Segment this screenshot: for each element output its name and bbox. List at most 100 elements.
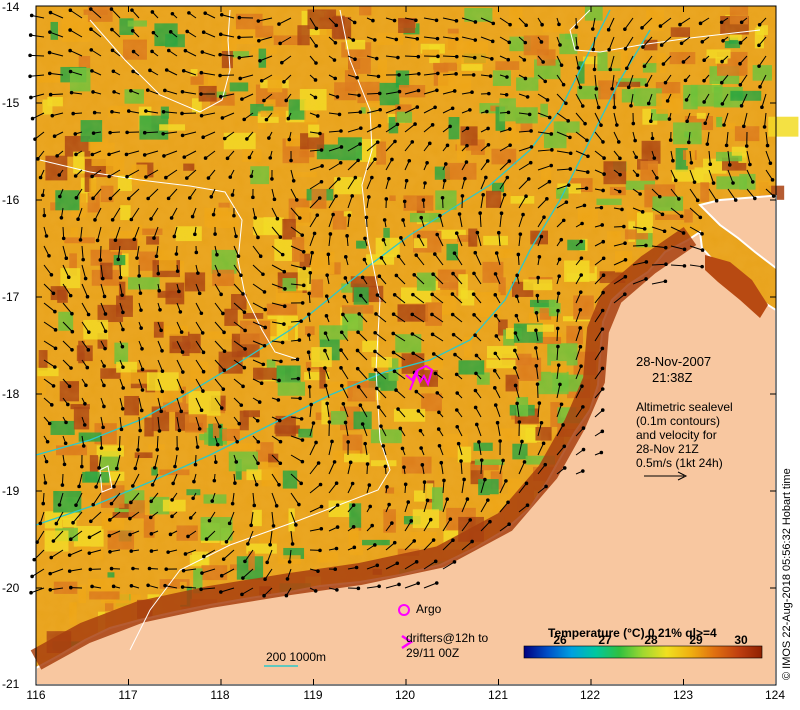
arrow-head [555,326,560,331]
arrow-head [455,424,460,429]
arrow-head [738,41,743,45]
arrow-head [435,391,440,395]
arrow-head [126,196,131,201]
arrow-head [373,368,378,372]
velocity-arrow [499,17,511,26]
lat-label: -17 [2,290,20,304]
arrow-head [492,368,497,373]
arrow-head [181,68,186,73]
arrow-head [335,95,340,99]
arrow-head [667,117,672,121]
arrow-head [300,438,305,442]
velocity-arrow [518,146,532,152]
velocity-arrow [556,168,571,171]
arrow-head [404,178,409,183]
arrow-head [722,123,726,127]
velocity-arrow [176,340,183,353]
arrow-head [367,195,371,199]
velocity-arrow [478,441,482,456]
arrow-head [234,460,239,464]
arrow-head [280,340,285,345]
arrow-head [107,174,111,179]
velocity-arrow [404,36,418,40]
arrow-head [720,59,724,64]
velocity-arrow [575,74,581,88]
velocity-arrow [130,492,140,503]
velocity-arrow [62,340,73,351]
velocity-arrow [628,74,634,88]
arrow-head [626,85,631,90]
arrow-head [374,56,379,61]
arrow-head [52,134,57,138]
arrow-head [464,160,469,164]
arrow-head [524,194,528,198]
velocity-arrow [575,150,589,157]
arrow-head [111,69,116,74]
arrow-head [454,408,459,412]
arrow-head [414,560,419,564]
velocity-arrow [328,195,337,209]
arrow-head [541,441,546,446]
arrow-head [623,27,627,31]
arrow-head [395,561,400,566]
arrow-head [93,218,97,222]
arrow-head [161,109,166,114]
arrow-head [81,257,85,262]
arrow-head [201,350,206,355]
arrow-head [392,540,397,545]
arrow-head [578,326,583,330]
velocity-arrow [328,482,337,494]
arrow-head [741,124,746,129]
velocity-arrow [89,530,102,538]
velocity-arrow [174,454,178,467]
arrow-head [600,327,605,331]
arrow-head [242,365,247,370]
velocity-arrow [537,181,550,190]
arrow-head [238,76,243,81]
arrow-head [671,158,675,163]
velocity-arrow [613,112,618,126]
velocity-arrow [109,530,121,537]
arrow-head [470,90,474,95]
arrow-head [600,308,605,313]
velocity-arrow [171,207,178,219]
arrow-head [149,217,153,221]
arrow-head [297,502,301,507]
arrow-head [95,238,100,243]
arrow-head [395,122,400,127]
velocity-arrow [176,359,184,373]
velocity-arrow [220,74,235,77]
arrow-head [606,27,611,32]
arrow-head [612,105,617,110]
velocity-arrow [205,150,216,159]
arrow-head [282,304,287,309]
arrow-head [351,525,356,529]
velocity-arrow [326,403,330,418]
velocity-arrow [110,188,121,199]
arrow-head [391,312,396,316]
velocity-arrow [592,36,596,50]
velocity-arrow [240,74,254,79]
arrow-head [124,152,129,157]
arrow-head [241,384,245,389]
arrow-head [410,332,415,336]
arrow-head [78,238,83,242]
arrow-head [263,577,267,582]
arrow-head [350,194,355,198]
velocity-arrow [233,264,242,276]
arrow-head [557,22,561,27]
arrow-head [159,409,164,414]
colorbar-tick: 27 [598,633,612,647]
arrow-head [200,331,205,335]
velocity-arrow [358,313,368,323]
arrow-head [490,57,494,61]
arrow-head [307,384,312,389]
arrow-head [544,484,548,489]
arrow-head [300,301,305,305]
velocity-arrow [43,359,56,368]
velocity-arrow [176,416,180,431]
arrow-head [757,22,762,27]
arrow-head [261,272,265,277]
velocity-arrow [385,107,400,114]
arrow-head [74,503,78,507]
